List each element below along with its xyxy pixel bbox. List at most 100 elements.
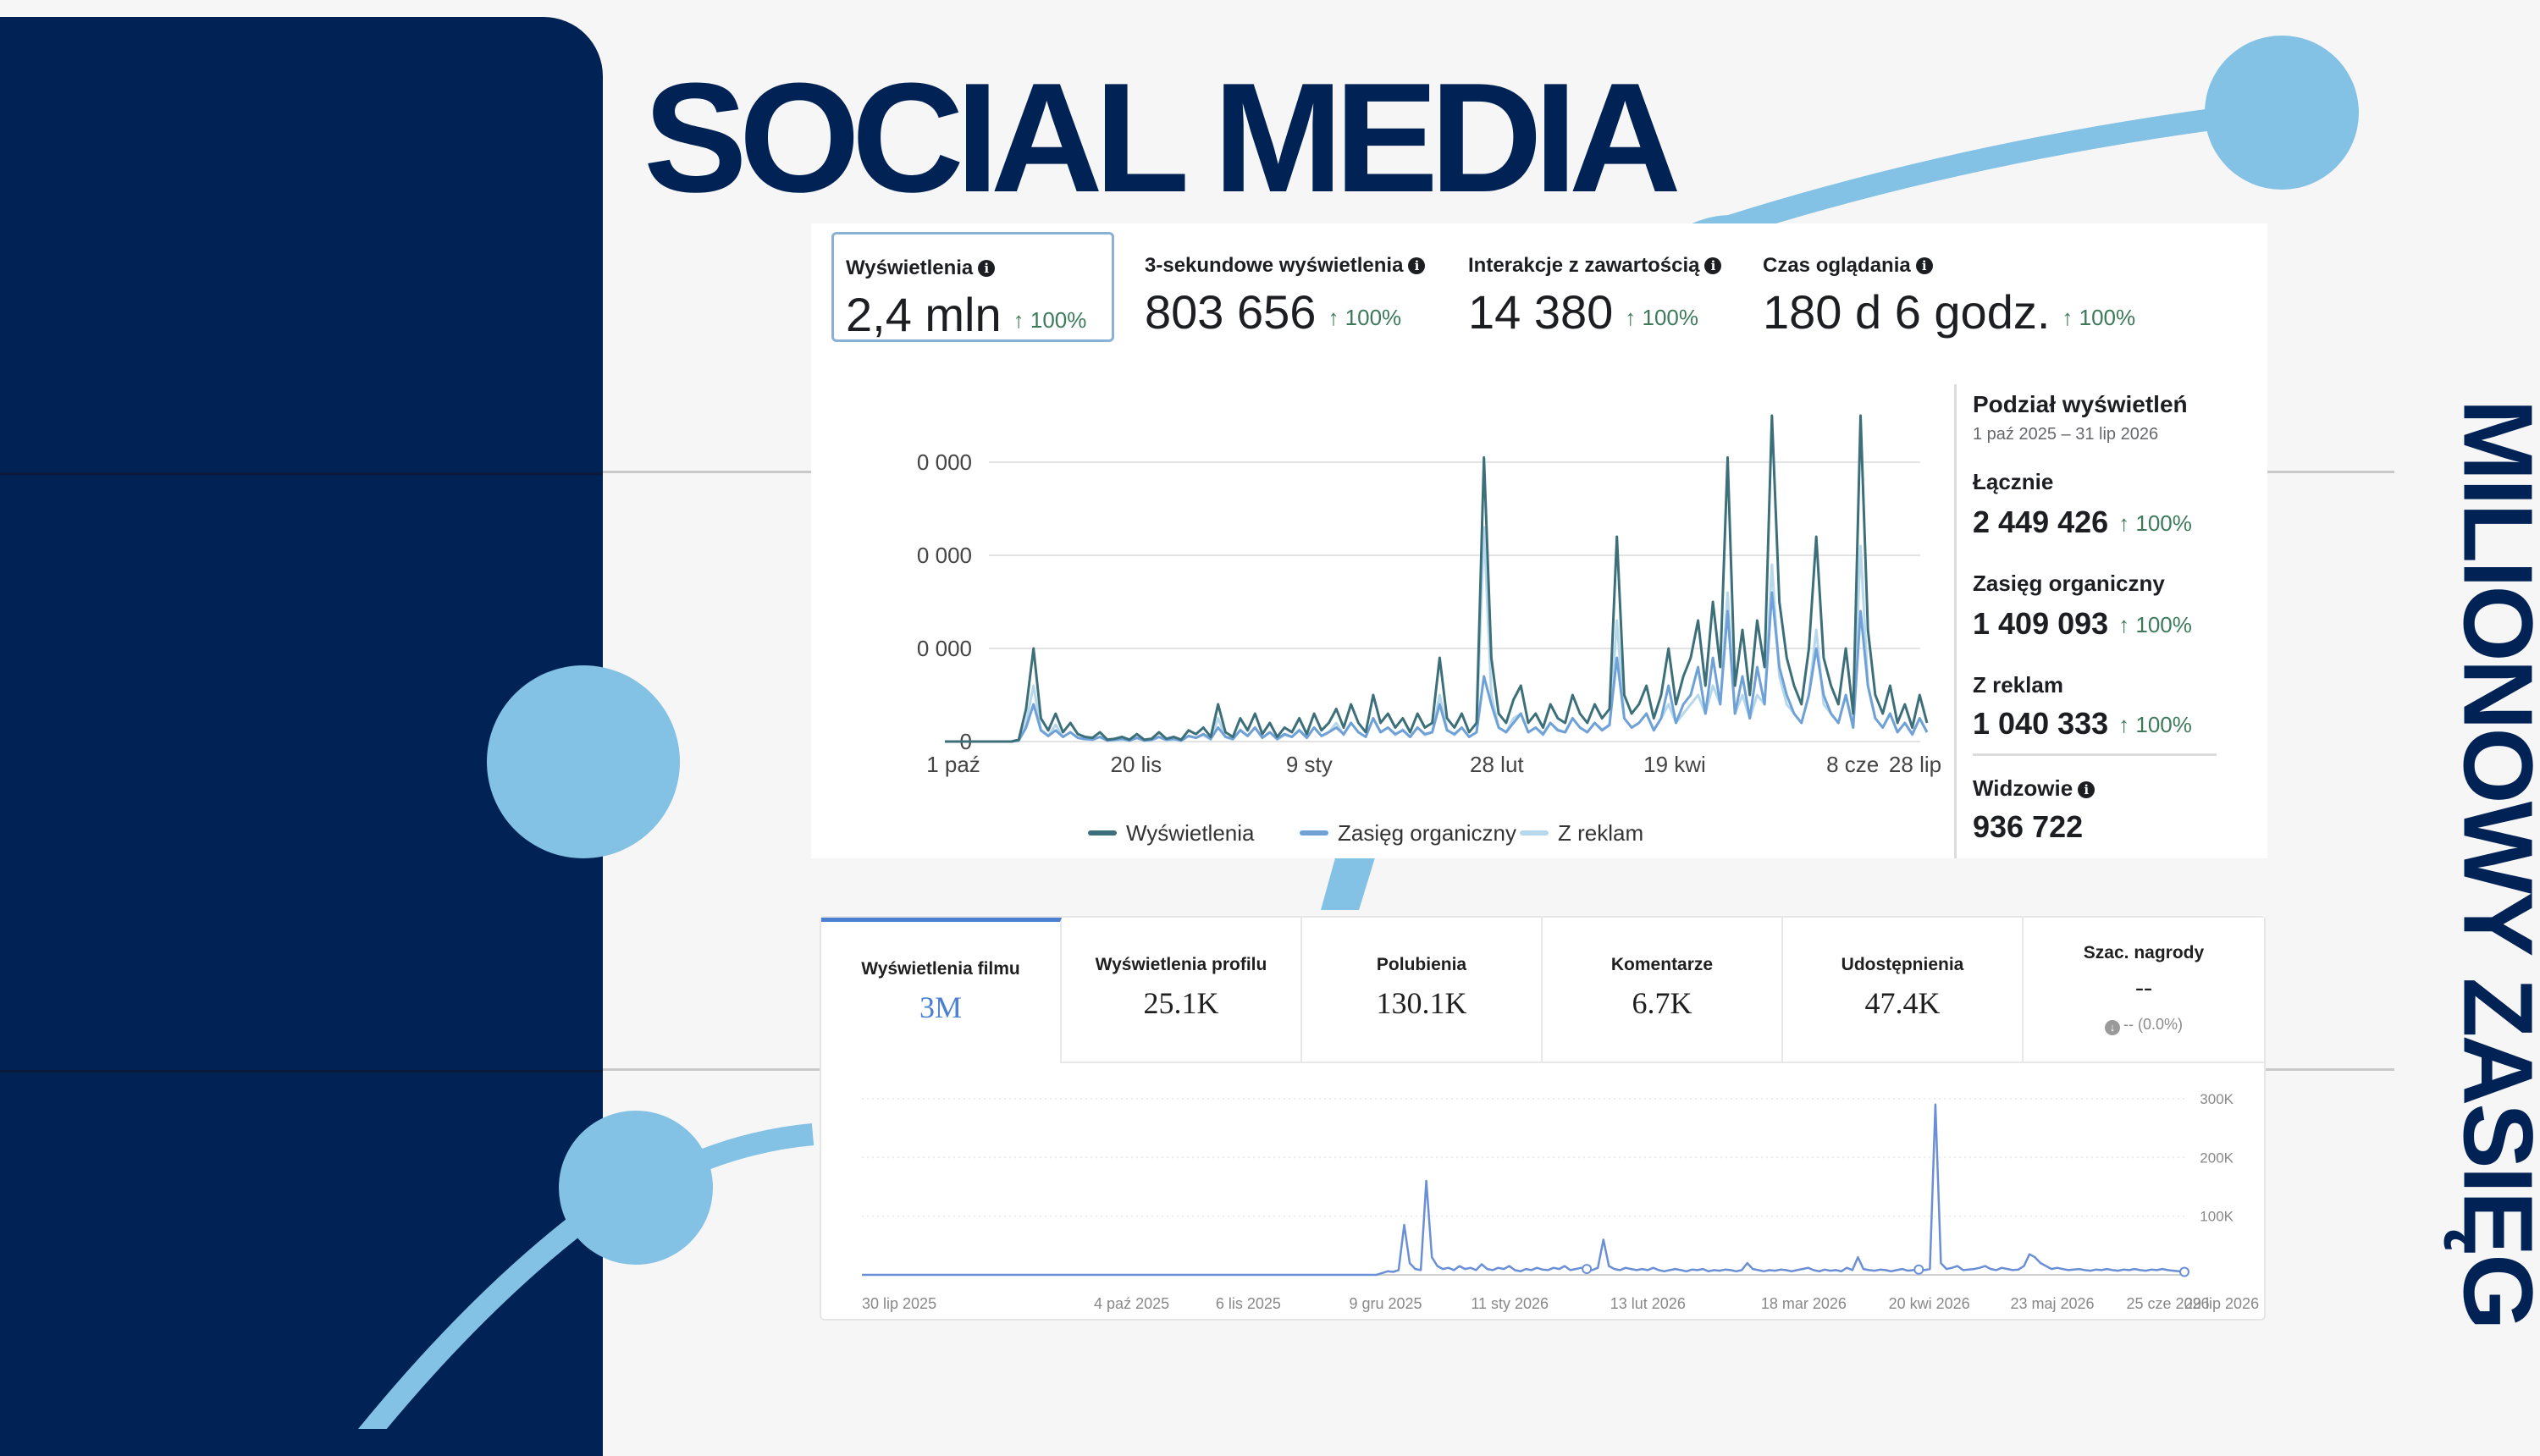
x-tick-label: 30 lip 2025 (862, 1295, 936, 1312)
y-tick-label: 100K (2200, 1209, 2234, 1225)
change-badge: ↑ 100% (2118, 712, 2192, 737)
meta-insights-card: Wyświetlenia i 2,4 mln ↑ 100% 3-sekundowe … (811, 223, 2267, 858)
x-tick-label: 20 lis (1110, 752, 1162, 777)
x-tick-label: 25 cze 2026 (2126, 1295, 2209, 1312)
tab-video-views[interactable]: Wyświetlenia filmu 3M (821, 918, 1062, 1063)
info-icon[interactable]: i (2078, 781, 2096, 798)
series-line (945, 591, 1929, 743)
tab-label: Udostępnienia (1841, 955, 1964, 974)
y-tick-label: 0 000 (917, 543, 972, 568)
x-tick-label: 18 mar 2026 (1761, 1295, 1847, 1312)
tab-label: Wyświetlenia filmu (861, 959, 1020, 979)
y-tick-label: 0 000 (917, 449, 972, 475)
metric-label: Interakcje z zawartością i (1468, 254, 1722, 278)
side-title-container: MILIONOWY ZASIĘG (2443, 364, 2540, 1363)
tab-value: 6.7K (1632, 986, 1692, 1020)
legend-label: Zasięg organiczny (1338, 820, 1516, 846)
info-icon[interactable]: i (1915, 257, 1933, 274)
legend-label: Wyświetlenia (1126, 820, 1255, 846)
metric-value: 803 656 ↑ 100% (1145, 285, 1402, 339)
panel-divider (0, 472, 603, 475)
tab-value: 130.1K (1376, 986, 1467, 1020)
change-badge: ↑ 100% (1328, 305, 1402, 330)
divider-line (603, 1068, 820, 1071)
x-tick-label: 9 sty (1286, 752, 1333, 777)
tab-shares[interactable]: Udostępnienia 47.4K (1783, 918, 2024, 1063)
tab-value: 25.1K (1143, 986, 1219, 1020)
panel-divider (0, 1070, 603, 1073)
organic-label: Zasięg organiczny (1973, 571, 2165, 596)
x-tick-label: 8 cze (1826, 752, 1879, 777)
total-label: Łącznie (1973, 469, 2054, 494)
data-point (2179, 1266, 2189, 1277)
metric-label: Wyświetlenia i (846, 256, 996, 280)
neutral-change-icon: ↓ (2104, 1020, 2120, 1035)
tab-label: Komentarze (1610, 955, 1714, 974)
metric-tile-3s-views[interactable]: 3-sekundowe wyświetlenia i 803 656 ↑ 100% (1133, 232, 1438, 342)
tab-estimated-rewards[interactable]: Szac. nagrody -- ↓ -- (0.0%) (2024, 918, 2264, 1063)
metric-tile-interactions[interactable]: Interakcje z zawartością i 14 380 ↑ 100% (1456, 232, 1736, 342)
x-tick-label: 28 lip (1889, 752, 1941, 777)
x-tick-label: 13 lut 2026 (1610, 1295, 1686, 1312)
ads-value: 1 040 333 ↑ 100% (1973, 706, 2192, 741)
tab-subvalue: ↓ -- (0.0%) (2024, 1016, 2264, 1035)
x-tick-label: 23 maj 2026 (2010, 1295, 2094, 1312)
breakdown-date-range: 1 paź 2025 – 31 lip 2026 (1973, 425, 2159, 444)
tab-comments[interactable]: Komentarze 6.7K (1543, 918, 1783, 1063)
tab-value: 3M (919, 990, 962, 1024)
y-tick-label: 0 000 (917, 636, 972, 661)
data-point (1582, 1264, 1593, 1275)
breakdown-separator (1954, 384, 1957, 858)
video-views-line-chart: 100K 200K 300K 30 lip 2025 4 paź 2025 6 lis 2… (862, 1091, 2259, 1312)
tab-label: Szac. nagrody (2083, 943, 2205, 962)
x-tick-label: 1 paź (926, 752, 980, 777)
tab-value: -- (2135, 973, 2152, 1001)
data-point (1913, 1264, 1924, 1275)
x-tick-label: 19 kwi (1643, 752, 1706, 777)
ads-label: Z reklam (1973, 672, 2063, 698)
change-badge: ↑ 100% (1013, 307, 1087, 333)
metric-tile-views[interactable]: Wyświetlenia i 2,4 mln ↑ 100% (831, 232, 1114, 342)
tab-label: Wyświetlenia profilu (1095, 955, 1267, 974)
viewers-value: 936 722 (1973, 809, 2084, 844)
divider-line (2266, 1068, 2394, 1071)
total-value: 2 449 426 ↑ 100% (1973, 505, 2192, 539)
tab-value: 47.4K (1864, 986, 1941, 1020)
info-icon[interactable]: i (978, 260, 996, 277)
metric-value: 180 d 6 godz. ↑ 100% (1763, 285, 2136, 339)
tab-label: Polubienia (1376, 955, 1467, 974)
x-tick-label: 29 lip 2026 (2184, 1295, 2259, 1312)
y-tick-label: 300K (2200, 1091, 2234, 1107)
info-icon[interactable]: i (1408, 257, 1426, 274)
x-tick-label: 6 lis 2025 (1216, 1295, 1281, 1312)
divider-line (603, 471, 814, 473)
decorative-circle (559, 1111, 713, 1265)
side-title: MILIONOWY ZASIĘG (2443, 399, 2540, 1328)
breakdown-title: Podział wyświetleń (1973, 391, 2188, 417)
metric-value: 2,4 mln ↑ 100% (846, 288, 1087, 341)
x-tick-label: 9 gru 2025 (1349, 1295, 1422, 1312)
metric-label: Czas oglądania i (1763, 254, 1933, 278)
tab-likes[interactable]: Polubienia 130.1K (1302, 918, 1543, 1063)
x-tick-label: 20 kwi 2026 (1889, 1295, 1970, 1312)
decorative-circle (2205, 36, 2359, 190)
metric-label: 3-sekundowe wyświetlenia i (1145, 254, 1426, 278)
change-badge: ↑ 100% (2062, 305, 2136, 330)
breakdown-divider (1973, 753, 2217, 756)
divider-line (2267, 471, 2394, 473)
legend-label: Z reklam (1558, 820, 1643, 846)
metric-value: 14 380 ↑ 100% (1468, 285, 1699, 339)
change-badge: ↑ 100% (1625, 305, 1699, 330)
change-badge: ↑ 100% (2118, 612, 2192, 637)
viewers-label: Widzowie i (1973, 775, 2096, 802)
slide-title: SOCIAL MEDIA (643, 50, 1681, 224)
metric-tile-watch-time[interactable]: Czas oglądania i 180 d 6 godz. ↑ 100% (1751, 232, 2174, 342)
info-icon[interactable]: i (1704, 257, 1722, 274)
decorative-circle (487, 665, 680, 858)
organic-value: 1 409 093 ↑ 100% (1973, 606, 2192, 641)
series-line (862, 1103, 2185, 1277)
x-tick-label: 28 lut (1470, 752, 1524, 777)
tab-profile-views[interactable]: Wyświetlenia profilu 25.1K (1062, 918, 1302, 1063)
change-badge: ↑ 100% (2118, 510, 2192, 536)
